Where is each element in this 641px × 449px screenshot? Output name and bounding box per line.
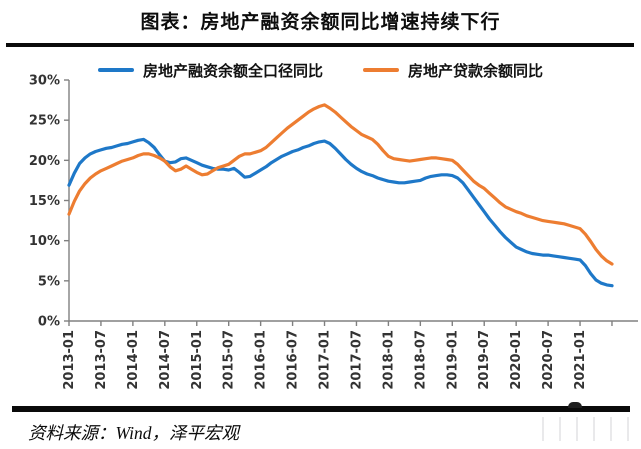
x-axis-tick-label: 2016-01 <box>254 330 269 390</box>
x-axis-tick-label: 2018-07 <box>413 330 428 390</box>
x-axis-tick-label: 2013-01 <box>62 330 77 390</box>
y-axis-tick-label: 5% <box>38 274 60 289</box>
series-line-0 <box>67 137 614 288</box>
legend-item-financing-balance: 房地产融资余额全口径同比 <box>97 60 323 81</box>
legend-item-loan-balance: 房地产贷款余额同比 <box>363 60 543 81</box>
y-axis-tick-label: 25% <box>29 114 60 129</box>
x-axis-tick-label: 2020-07 <box>541 330 556 390</box>
x-axis-tick-label: 2018-01 <box>381 330 396 390</box>
x-axis-tick-label: 2019-01 <box>445 330 460 390</box>
x-axis-tick-label: 2021-01 <box>573 330 588 390</box>
x-axis-tick-label: 2014-01 <box>126 330 141 390</box>
source-note: 资料来源：Wind，泽平宏观 <box>28 423 239 443</box>
series-line-1 <box>67 103 614 266</box>
chart-title: 图表：房地产融资余额同比增速持续下行 <box>140 11 501 33</box>
y-axis-tick-label: 0% <box>38 315 60 330</box>
y-axis-tick-label: 10% <box>29 234 60 249</box>
x-axis-tick-label: 2016-07 <box>286 330 301 390</box>
bottom-divider-rule <box>12 406 630 412</box>
top-divider-rule <box>6 43 634 47</box>
x-axis-tick-label: 2019-07 <box>477 330 492 390</box>
rule-notch <box>568 402 582 408</box>
y-axis-tick-label: 20% <box>29 154 60 169</box>
x-axis-tick-label: 2014-07 <box>158 330 173 390</box>
x-axis-tick-label: 2015-07 <box>222 330 237 390</box>
legend-label: 房地产贷款余额同比 <box>408 61 544 80</box>
x-axis-tick-label: 2017-07 <box>349 330 364 390</box>
y-axis-tick-label: 30% <box>29 74 60 89</box>
blue-line-swatch-icon <box>97 68 134 72</box>
chart-legend: 房地产融资余额全口径同比 房地产贷款余额同比 <box>0 60 641 80</box>
watermark <box>542 417 630 441</box>
legend-label: 房地产融资余额全口径同比 <box>142 61 323 80</box>
y-axis-tick-label: 15% <box>29 194 60 209</box>
x-axis-tick-label: 2013-07 <box>94 330 109 390</box>
x-axis-tick-label: 2017-01 <box>318 330 333 390</box>
orange-line-swatch-icon <box>363 68 399 72</box>
x-axis-tick-label: 2020-01 <box>509 330 524 390</box>
chart-axes <box>68 80 638 322</box>
x-axis-tick-label: 2015-01 <box>190 330 205 390</box>
